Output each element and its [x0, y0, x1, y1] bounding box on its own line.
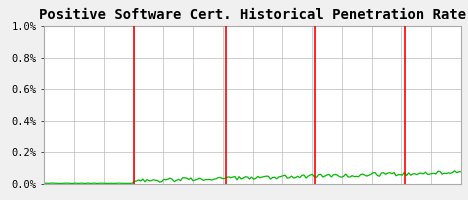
Title: Positive Software Cert. Historical Penetration Rate: Positive Software Cert. Historical Penet…: [39, 8, 466, 22]
